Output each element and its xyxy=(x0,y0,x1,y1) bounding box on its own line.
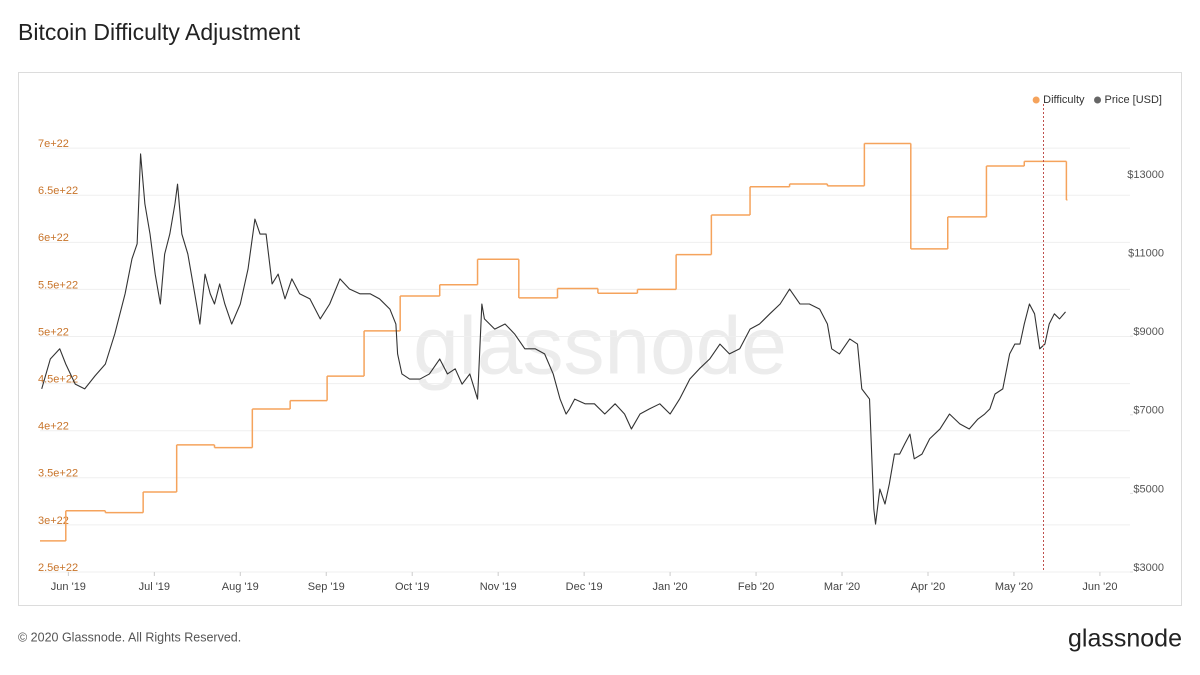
y-tick-label: 7e+22 xyxy=(38,138,69,150)
watermark: glassnode xyxy=(413,301,787,392)
y2-tick-label: $9000 xyxy=(1133,326,1164,338)
legend-swatch xyxy=(1094,96,1102,104)
price-line xyxy=(41,153,1066,525)
legend-label: Difficulty xyxy=(1043,94,1085,106)
y2-tick-label: $5000 xyxy=(1133,483,1164,495)
x-tick-label: Nov '19 xyxy=(480,581,517,593)
y-tick-label: 4e+22 xyxy=(38,421,69,433)
chart-title: Bitcoin Difficulty Adjustment xyxy=(18,19,301,45)
chart-frame xyxy=(18,72,1182,606)
y-tick-label: 6.5e+22 xyxy=(38,185,78,197)
y-tick-label: 2.5e+22 xyxy=(38,562,78,574)
x-tick-label: May '20 xyxy=(995,581,1033,593)
y2-tick-label: $3000 xyxy=(1133,562,1164,574)
legend: Price [USD] Difficulty xyxy=(1032,94,1162,106)
copyright: © 2020 Glassnode. All Rights Reserved. xyxy=(18,630,241,644)
plot xyxy=(40,142,1068,542)
x-tick-label: Sep '19 xyxy=(308,581,345,593)
x-tick-label: Mar '20 xyxy=(824,581,860,593)
y-tick-label: 5.5e+22 xyxy=(38,279,78,291)
y-tick-label: 6e+22 xyxy=(38,232,69,244)
logo: glassnode xyxy=(1068,625,1182,653)
y2-tick-label: $7000 xyxy=(1133,405,1164,417)
x-tick-label: Feb '20 xyxy=(738,581,774,593)
x-tick-label: Jun '20 xyxy=(1082,581,1117,593)
y2-tick-label: $13000 xyxy=(1127,169,1164,181)
y-tick-label: 3.5e+22 xyxy=(38,468,78,480)
x-tick-label: Jan '20 xyxy=(653,581,688,593)
x-tick-label: Apr '20 xyxy=(911,581,946,593)
x-tick-label: Oct '19 xyxy=(395,581,430,593)
x-tick-label: Aug '19 xyxy=(222,581,259,593)
x-tick-label: Jun '19 xyxy=(51,581,86,593)
y-tick-label: 4.5e+22 xyxy=(38,374,78,386)
y-tick-label: 5e+22 xyxy=(38,326,69,338)
x-tick-label: Jul '19 xyxy=(139,581,170,593)
grid: 2.5e+22 3e+22 3.5e+22 4e+22 4.5e+22 5e+22 5.5e… xyxy=(38,138,1164,593)
y-tick-label: 3e+22 xyxy=(38,515,69,527)
x-tick-label: Dec '19 xyxy=(566,581,603,593)
legend-swatch xyxy=(1032,96,1040,104)
y2-tick-label: $11000 xyxy=(1128,248,1164,260)
legend-label: Price [USD] xyxy=(1105,94,1162,106)
